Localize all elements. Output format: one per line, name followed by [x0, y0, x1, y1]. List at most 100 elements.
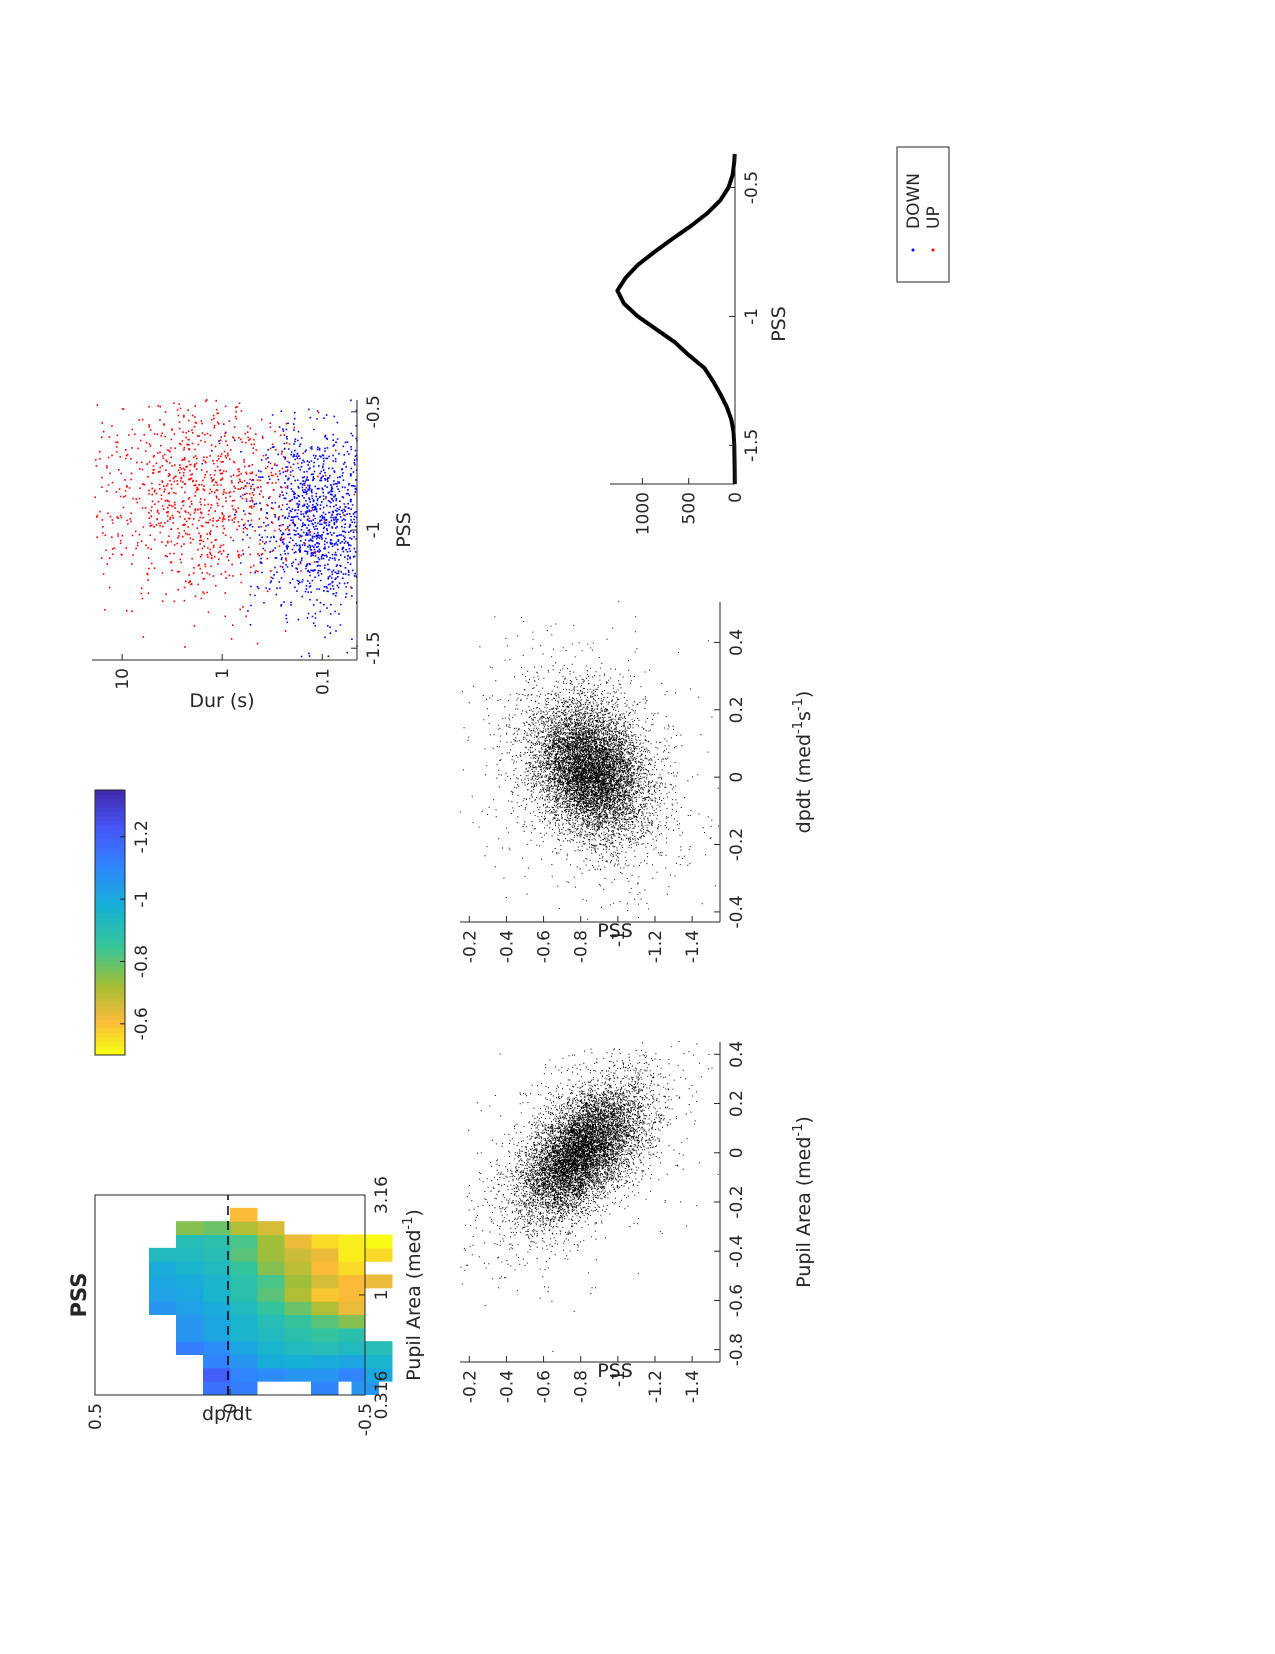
heatmap-cell: [338, 1261, 366, 1275]
histogram-x-tick-label: -1: [742, 308, 762, 325]
heatmap-cell: [149, 1261, 177, 1275]
pss-area-axes: -0.8 -0.6 -0.4 -0.2 0 0.2 0.4 -1.4 -1.2 -1 -0.8 -0.…: [460, 1041, 747, 1403]
histogram-y-tick-label: 500: [680, 492, 700, 524]
heatmap-cell: [203, 1354, 231, 1369]
heatmap-cell: [230, 1221, 258, 1235]
colorbar-segment: [95, 988, 125, 994]
heatmap-cell: [176, 1287, 204, 1302]
heatmap-cell: [284, 1261, 312, 1275]
pss-area-x-tick-label: 0.4: [727, 1041, 747, 1068]
colorbar-segment: [95, 1005, 125, 1011]
heatmap-x-tick-label: 1: [372, 1290, 392, 1301]
pss-area-x-tick-label: -0.2: [727, 1185, 747, 1218]
colorbar-segment: [95, 851, 125, 857]
heatmap-cell: [284, 1327, 312, 1342]
heatmap-cell: [257, 1314, 285, 1329]
updown-x-tick-label: -1.5: [364, 632, 384, 665]
heatmap-cell: [176, 1247, 204, 1262]
heatmap-cell: [311, 1327, 339, 1342]
heatmap-cell: [311, 1274, 339, 1289]
heatmap-cell: [176, 1327, 204, 1342]
colorbar-segment: [95, 798, 125, 804]
colorbar-segment: [95, 1032, 125, 1038]
heatmap-cell: [284, 1314, 312, 1329]
colorbar-segment: [95, 1010, 125, 1016]
heatmap-cell: [176, 1221, 204, 1235]
histogram-y-tick-label: 1000: [633, 492, 653, 535]
pss-dpdt-points: [459, 601, 719, 920]
colorbar-segment: [95, 855, 125, 861]
colorbar-segment: [95, 983, 125, 989]
pss-histogram: -1.5 -1 -0.5 0 500 1000 PSS: [610, 153, 790, 535]
colorbar-segment: [95, 860, 125, 866]
pss-dpdt-y-tick-label: -1.2: [646, 930, 666, 963]
colorbar-segment: [95, 824, 125, 830]
pss-area-xlabel: Pupil Area (med-1): [791, 1116, 815, 1288]
heatmap-cell: [176, 1341, 204, 1355]
heatmap-cell: [365, 1341, 393, 1355]
heatmap-cell: [257, 1221, 285, 1235]
pss-dpdt-point-cloud: [459, 601, 719, 920]
heatmap-cell: [311, 1234, 339, 1249]
heatmap-cell: [284, 1287, 312, 1302]
pss-area-ylabel: PSS: [597, 1360, 633, 1382]
colorbar-segment: [95, 935, 125, 941]
colorbar-frame: [94, 789, 126, 1056]
pss-dpdt-x-tick-label: 0.2: [727, 696, 747, 723]
updown-points-down: [201, 399, 358, 658]
colorbar-segment: [95, 789, 125, 795]
heatmap-cell: [311, 1287, 339, 1302]
heatmap-cell: [311, 1247, 339, 1262]
heatmap-cell: [203, 1367, 231, 1382]
heatmap-x-tick-label: 0.316: [372, 1371, 392, 1420]
pss-dpdt-xlabel: dpdt (med-1s-1): [791, 691, 815, 834]
colorbar-tick-label: -1.2: [132, 820, 152, 853]
colorbar-tick-label: -1: [132, 891, 152, 908]
pss-vs-area-scatter: -0.8 -0.6 -0.4 -0.2 0 0.2 0.4 -1.4 -1.2 -1 -0.8 -0.…: [460, 1041, 815, 1403]
pss-area-y-tick-label: -0.6: [535, 1370, 555, 1403]
heatmap-cell: [149, 1301, 177, 1315]
heatmap-cell: [176, 1274, 204, 1289]
heatmap-cell: [338, 1367, 366, 1382]
heatmap-y-tick-label: -0.5: [356, 1403, 376, 1436]
heatmap-cell: [176, 1261, 204, 1275]
heatmap-cell: [203, 1301, 231, 1315]
heatmap-y-tick-label: 0.5: [86, 1403, 106, 1430]
colorbar-segment: [95, 957, 125, 963]
heatmap-cell: [284, 1301, 312, 1315]
pss-area-y-tick-label: -0.4: [497, 1370, 517, 1403]
pss-area-points: [460, 1041, 721, 1352]
heatmap-cell: [230, 1247, 258, 1262]
heatmap-cell: [338, 1274, 366, 1289]
heatmap-cell: [284, 1354, 312, 1369]
heatmap-cell: [203, 1247, 231, 1262]
heatmap-cell: [230, 1261, 258, 1275]
heatmap-cell: [311, 1381, 339, 1395]
heatmap-cell: [257, 1274, 285, 1289]
updown-ylabel: Dur (s): [189, 690, 254, 712]
pss-area-point-cloud: [460, 1041, 721, 1352]
heatmap-cell: [203, 1261, 231, 1275]
heatmap-cell: [203, 1314, 231, 1329]
heatmap-ylabel: dp/dt: [202, 1403, 252, 1425]
heatmap-cell: [230, 1287, 258, 1302]
pss-area-x-tick-label: 0: [727, 1147, 747, 1158]
heatmap-cell: [311, 1367, 339, 1382]
heatmap-cell: [311, 1354, 339, 1369]
pss-dpdt-x-tick-label: -0.4: [727, 895, 747, 928]
colorbar-segment: [95, 939, 125, 945]
heatmap-axes: 0.316 1 3.16 -0.5 0 0.5: [86, 1176, 392, 1436]
colorbar-segment: [95, 1001, 125, 1007]
heatmap-cell: [365, 1247, 393, 1262]
heatmap-x-tick-label: 3.16: [372, 1176, 392, 1214]
updown-xlabel: PSS: [393, 512, 415, 548]
heatmap-cell: [203, 1381, 231, 1395]
updown-y-tick-label: 10: [113, 668, 133, 690]
heatmap-cell: [365, 1367, 393, 1382]
pss-area-y-tick-label: -0.2: [460, 1370, 480, 1403]
legend-label-up: UP: [924, 206, 944, 229]
updown-points-up: [94, 399, 356, 648]
legend-marker-up: [931, 248, 935, 252]
pss-dpdt-y-tick-label: -0.2: [460, 930, 480, 963]
